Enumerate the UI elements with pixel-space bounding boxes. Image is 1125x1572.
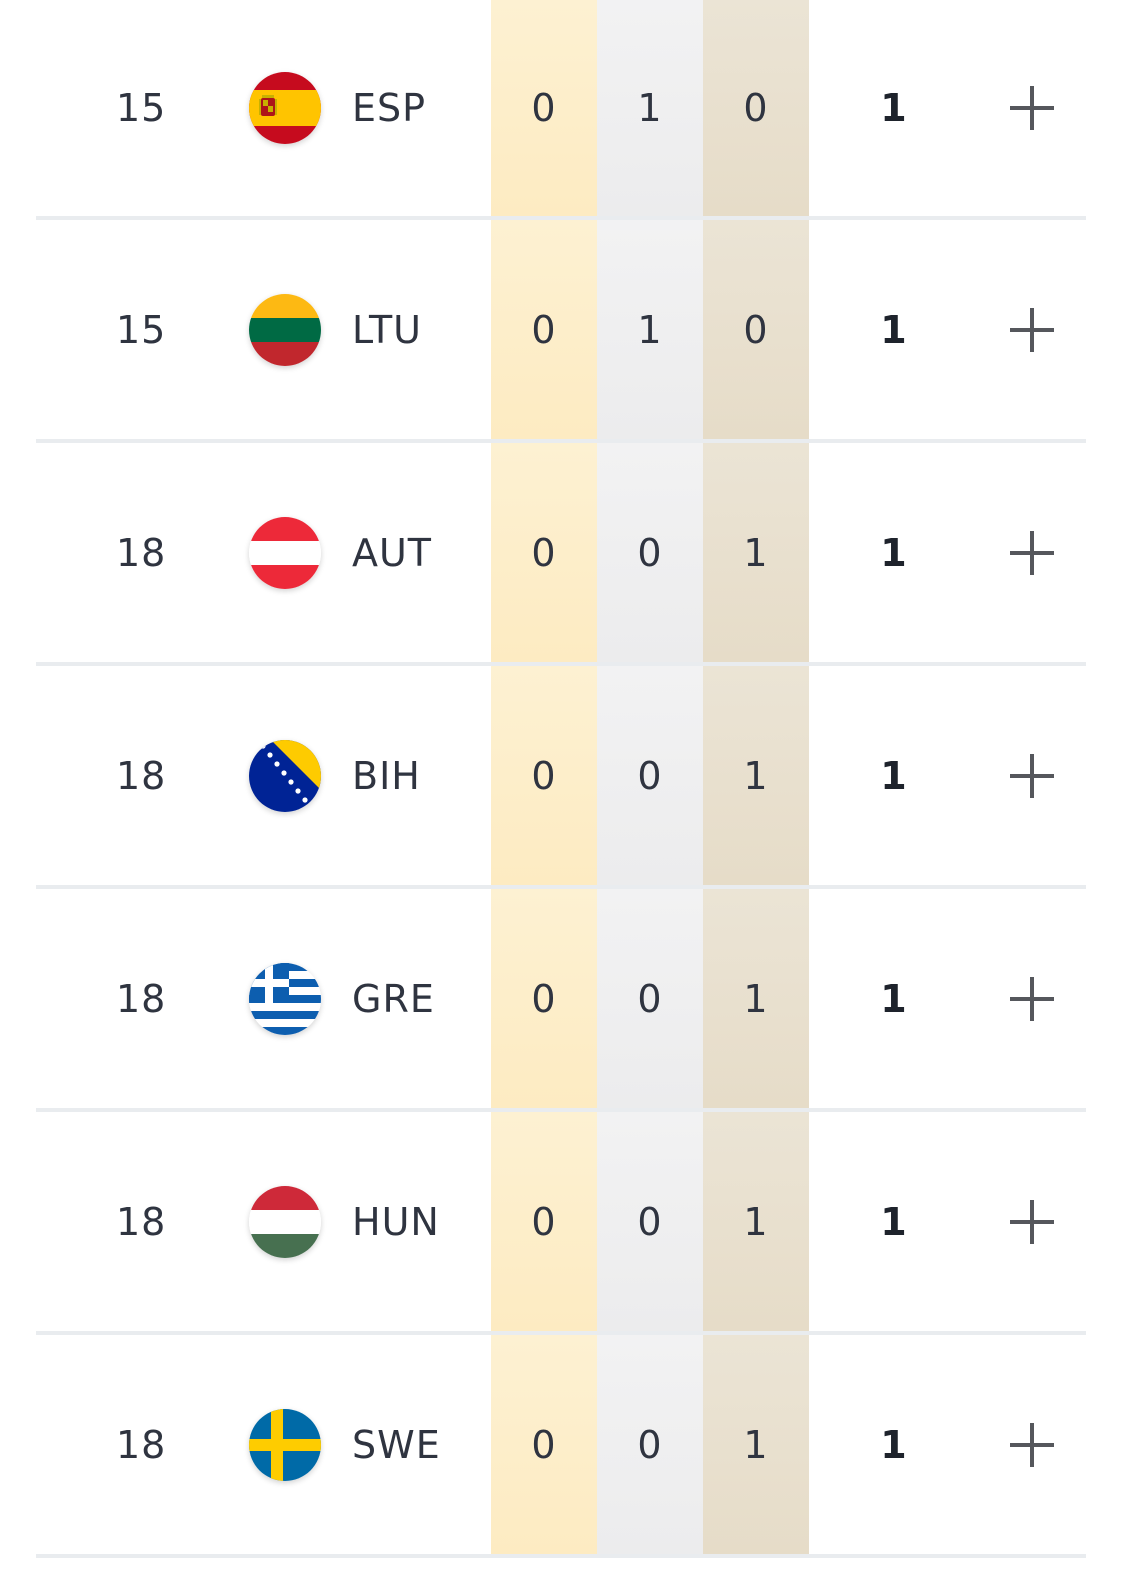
rank: 15 <box>116 86 167 130</box>
rank: 18 <box>116 1422 167 1467</box>
bronze-column-cell <box>703 666 809 885</box>
bronze-count: 1 <box>743 1199 769 1244</box>
bronze-count: 1 <box>743 1422 769 1467</box>
silver-count: 1 <box>637 86 663 130</box>
silver-count: 0 <box>637 1199 663 1244</box>
silver-count: 0 <box>637 976 663 1021</box>
greece-flag-icon <box>249 962 321 1035</box>
table-row[interactable]: 18 AUT 0 0 1 1 <box>36 443 1086 666</box>
gold-count: 0 <box>531 753 557 798</box>
plus-icon[interactable] <box>1010 1422 1054 1467</box>
plus-icon[interactable] <box>1010 976 1054 1021</box>
table-row[interactable]: 18 BIH 0 0 1 1 <box>36 666 1086 889</box>
bronze-column-cell <box>703 1112 809 1331</box>
table-row[interactable]: 15 LTU 0 1 0 1 <box>36 220 1086 443</box>
silver-column-cell <box>597 220 703 439</box>
gold-count: 0 <box>531 530 557 575</box>
silver-count: 1 <box>637 307 663 352</box>
gold-column-cell <box>491 220 597 439</box>
gold-count: 0 <box>531 1199 557 1244</box>
rank: 18 <box>116 753 167 798</box>
total-count: 1 <box>880 753 908 798</box>
hungary-flag-icon <box>249 1185 321 1258</box>
gold-column-cell <box>491 1335 597 1554</box>
bronze-column-cell <box>703 0 809 216</box>
total-count: 1 <box>880 307 908 352</box>
plus-icon[interactable] <box>1010 1199 1054 1244</box>
total-count: 1 <box>880 976 908 1021</box>
spain-flag-icon <box>249 72 321 144</box>
gold-column-cell <box>491 0 597 216</box>
country-code: HUN <box>352 1199 440 1244</box>
plus-icon[interactable] <box>1010 86 1054 130</box>
bronze-column-cell <box>703 889 809 1108</box>
total-count: 1 <box>880 86 908 130</box>
bronze-count: 1 <box>743 530 769 575</box>
bronze-count: 1 <box>743 976 769 1021</box>
country-code: BIH <box>352 753 421 798</box>
table-row[interactable]: 18 HUN 0 0 1 1 <box>36 1112 1086 1335</box>
medal-table: 15 ESP 0 1 0 1 15 <box>36 0 1086 1558</box>
bronze-column-cell <box>703 1335 809 1554</box>
silver-column-cell <box>597 0 703 216</box>
silver-column-cell <box>597 666 703 885</box>
total-count: 1 <box>880 1199 908 1244</box>
rank: 18 <box>116 976 167 1021</box>
table-row[interactable]: 18 SWE 0 0 1 1 <box>36 1335 1086 1558</box>
bosnia-herzegovina-flag-icon <box>249 739 321 812</box>
bronze-count: 0 <box>743 86 769 130</box>
silver-column-cell <box>597 443 703 662</box>
bronze-count: 1 <box>743 753 769 798</box>
silver-count: 0 <box>637 1422 663 1467</box>
gold-column-cell <box>491 889 597 1108</box>
gold-column-cell <box>491 666 597 885</box>
austria-flag-icon <box>249 516 321 589</box>
sweden-flag-icon <box>249 1408 321 1481</box>
rank: 18 <box>116 1199 167 1244</box>
gold-column-cell <box>491 1112 597 1331</box>
gold-count: 0 <box>531 976 557 1021</box>
gold-count: 0 <box>531 307 557 352</box>
plus-icon[interactable] <box>1010 753 1054 798</box>
silver-count: 0 <box>637 530 663 575</box>
total-count: 1 <box>880 1422 908 1467</box>
country-code: AUT <box>352 530 433 575</box>
gold-column-cell <box>491 443 597 662</box>
country-code: SWE <box>352 1422 441 1467</box>
table-row[interactable]: 15 ESP 0 1 0 1 <box>36 0 1086 220</box>
country-code: LTU <box>352 307 422 352</box>
silver-count: 0 <box>637 753 663 798</box>
rank: 18 <box>116 530 167 575</box>
plus-icon[interactable] <box>1010 530 1054 575</box>
bronze-column-cell <box>703 443 809 662</box>
silver-column-cell <box>597 889 703 1108</box>
total-count: 1 <box>880 530 908 575</box>
gold-count: 0 <box>531 86 557 130</box>
table-row[interactable]: 18 GRE 0 0 1 1 <box>36 889 1086 1112</box>
bronze-count: 0 <box>743 307 769 352</box>
plus-icon[interactable] <box>1010 307 1054 352</box>
lithuania-flag-icon <box>249 293 321 366</box>
silver-column-cell <box>597 1335 703 1554</box>
silver-column-cell <box>597 1112 703 1331</box>
gold-count: 0 <box>531 1422 557 1467</box>
bronze-column-cell <box>703 220 809 439</box>
country-code: ESP <box>352 86 427 130</box>
rank: 15 <box>116 307 167 352</box>
country-code: GRE <box>352 976 435 1021</box>
